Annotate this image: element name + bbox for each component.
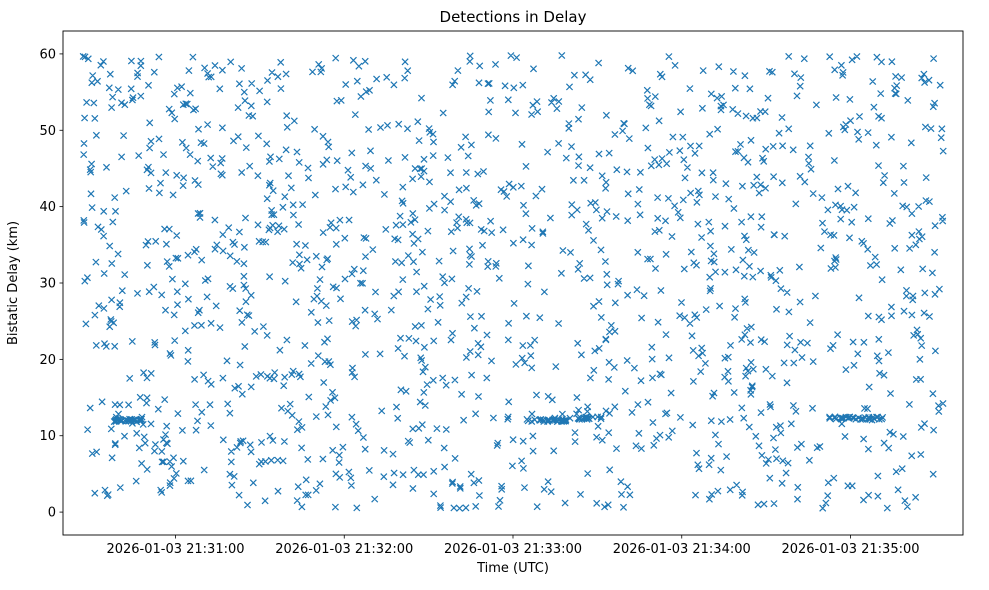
chart-title: Detections in Delay xyxy=(440,8,587,26)
scatter-marker-path xyxy=(79,51,947,512)
scatter-points xyxy=(79,51,947,512)
y-tick-label: 40 xyxy=(39,200,56,215)
x-tick-label: 2026-01-03 21:34:00 xyxy=(613,542,751,557)
x-axis-ticks: 2026-01-03 21:31:00 2026-01-03 21:32:00 20… xyxy=(106,535,920,557)
x-tick-label: 2026-01-03 21:33:00 xyxy=(444,542,582,557)
y-tick-label: 20 xyxy=(39,353,56,368)
x-tick-label: 2026-01-03 21:32:00 xyxy=(275,542,413,557)
y-tick-label: 30 xyxy=(39,277,56,292)
x-tick-label: 2026-01-03 21:31:00 xyxy=(106,542,244,557)
x-axis-label: Time (UTC) xyxy=(476,561,549,576)
y-tick-label: 0 xyxy=(48,506,56,521)
y-axis-ticks: 0 10 20 30 40 50 60 xyxy=(39,47,63,521)
y-tick-label: 50 xyxy=(39,124,56,139)
y-tick-label: 60 xyxy=(39,47,56,62)
y-tick-label: 10 xyxy=(39,429,56,444)
y-axis-label: Bistatic Delay (km) xyxy=(6,221,21,345)
x-tick-label: 2026-01-03 21:35:00 xyxy=(781,542,919,557)
